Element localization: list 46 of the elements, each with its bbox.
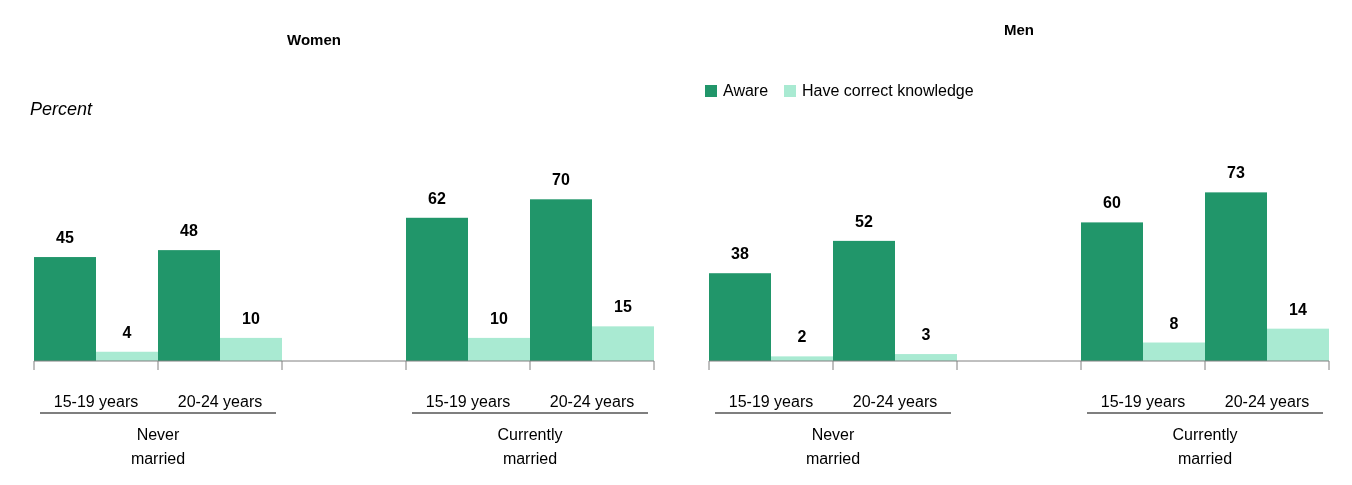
bar xyxy=(468,337,530,361)
data-label: 73 xyxy=(1227,164,1245,182)
data-label: 10 xyxy=(490,309,508,327)
x-tick-label: 15-19 years xyxy=(425,393,511,410)
bar xyxy=(1143,342,1205,361)
bar xyxy=(406,217,468,361)
data-label: 14 xyxy=(1289,300,1307,318)
data-label: 62 xyxy=(428,189,446,207)
text: Never married xyxy=(130,426,186,467)
data-label: 2 xyxy=(797,328,807,346)
bar xyxy=(158,250,220,361)
text: Currently married xyxy=(497,426,563,467)
bar xyxy=(1081,222,1143,361)
chart-title: Men xyxy=(1004,21,1034,38)
data-label: 4 xyxy=(122,323,132,341)
chart-title: Women xyxy=(287,31,341,48)
text: Currently married xyxy=(1172,426,1238,467)
data-label: 10 xyxy=(242,309,260,327)
bar xyxy=(833,240,895,361)
x-tick-label: 15-19 years xyxy=(53,393,139,410)
bar xyxy=(709,273,771,361)
bar xyxy=(592,326,654,361)
data-label: 60 xyxy=(1103,194,1121,212)
legend-label: Aware xyxy=(723,82,769,99)
data-label: 45 xyxy=(56,229,74,247)
data-label: 8 xyxy=(1169,314,1179,332)
bar xyxy=(34,257,96,361)
data-label: 3 xyxy=(921,326,931,344)
x-tick-label: 20-24 years xyxy=(177,393,263,410)
data-label: 48 xyxy=(180,222,198,240)
bar xyxy=(530,199,592,361)
bar xyxy=(1267,328,1329,361)
bar xyxy=(1205,192,1267,361)
x-tick-label: 20-24 years xyxy=(549,393,635,410)
data-label: 38 xyxy=(731,245,749,263)
text: Never married xyxy=(805,426,861,467)
data-label: 70 xyxy=(552,171,570,189)
x-tick-label: 20-24 years xyxy=(1224,393,1310,410)
x-tick-label: 20-24 years xyxy=(852,393,938,410)
bar xyxy=(220,337,282,361)
y-axis-title: Percent xyxy=(30,99,94,119)
x-tick-label: 15-19 years xyxy=(1100,393,1186,410)
data-label: 52 xyxy=(855,212,873,230)
data-label: 15 xyxy=(614,298,632,316)
x-tick-label: 15-19 years xyxy=(728,393,814,410)
legend-label: Have correct knowledge xyxy=(802,82,974,99)
